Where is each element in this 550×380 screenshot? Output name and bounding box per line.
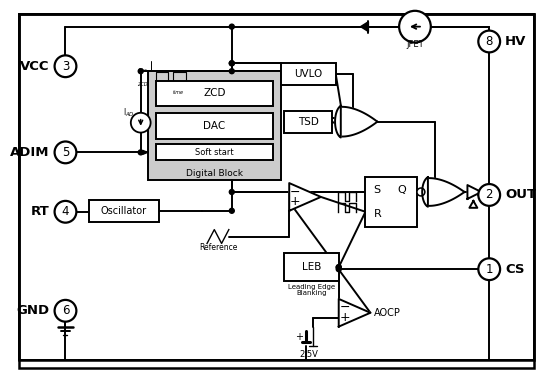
Polygon shape bbox=[339, 299, 370, 327]
Bar bbox=[156, 81, 273, 106]
Circle shape bbox=[417, 188, 425, 196]
Text: +: + bbox=[339, 311, 350, 324]
Text: 6: 6 bbox=[62, 304, 69, 317]
Text: −: − bbox=[290, 185, 300, 198]
Bar bbox=[147, 71, 281, 180]
Text: Blanking: Blanking bbox=[296, 290, 327, 296]
Text: TSD: TSD bbox=[298, 117, 318, 127]
Text: DAC: DAC bbox=[204, 120, 226, 131]
Bar bbox=[365, 177, 417, 226]
Text: OUT: OUT bbox=[505, 188, 536, 201]
Text: Digital Block: Digital Block bbox=[186, 169, 243, 178]
Text: Vcc: Vcc bbox=[139, 68, 147, 73]
Bar bbox=[89, 200, 158, 222]
Text: AOCP: AOCP bbox=[375, 308, 402, 318]
Circle shape bbox=[54, 201, 76, 223]
Text: GND: GND bbox=[16, 304, 50, 317]
Circle shape bbox=[138, 69, 143, 74]
Text: Reference: Reference bbox=[199, 243, 237, 252]
Text: Soft start: Soft start bbox=[195, 148, 234, 157]
Circle shape bbox=[399, 11, 431, 43]
Text: I$_{AD}$: I$_{AD}$ bbox=[123, 106, 135, 119]
Bar bbox=[156, 144, 273, 160]
Circle shape bbox=[54, 300, 76, 322]
Circle shape bbox=[478, 31, 500, 52]
Circle shape bbox=[54, 141, 76, 163]
Text: 8: 8 bbox=[486, 35, 493, 48]
Text: HV: HV bbox=[505, 35, 526, 48]
Text: +: + bbox=[290, 195, 300, 208]
Text: ZCD: ZCD bbox=[204, 89, 226, 98]
Text: RT: RT bbox=[31, 205, 50, 218]
Polygon shape bbox=[360, 22, 368, 32]
Text: 1: 1 bbox=[486, 263, 493, 276]
Circle shape bbox=[229, 61, 234, 66]
Text: 4: 4 bbox=[62, 205, 69, 218]
Text: ZCD: ZCD bbox=[137, 82, 147, 87]
Circle shape bbox=[138, 150, 143, 155]
Circle shape bbox=[336, 267, 341, 272]
Polygon shape bbox=[335, 106, 377, 138]
Circle shape bbox=[478, 258, 500, 280]
Text: UVLO: UVLO bbox=[294, 69, 323, 79]
Circle shape bbox=[229, 24, 234, 29]
Text: 2: 2 bbox=[486, 188, 493, 201]
Text: R: R bbox=[373, 209, 381, 219]
Bar bbox=[284, 111, 332, 133]
Text: ADIM: ADIM bbox=[10, 146, 49, 159]
Text: −: − bbox=[339, 301, 350, 314]
Text: +: + bbox=[295, 331, 303, 342]
Bar bbox=[281, 63, 336, 85]
Polygon shape bbox=[142, 150, 147, 154]
Bar bbox=[156, 113, 273, 139]
Circle shape bbox=[131, 113, 151, 133]
Polygon shape bbox=[289, 183, 321, 211]
Polygon shape bbox=[422, 177, 464, 207]
Text: LEB: LEB bbox=[302, 262, 321, 272]
Text: VCC: VCC bbox=[20, 60, 50, 73]
Circle shape bbox=[478, 184, 500, 206]
Text: S: S bbox=[373, 185, 381, 195]
Polygon shape bbox=[469, 201, 477, 208]
Text: 3: 3 bbox=[62, 60, 69, 73]
Circle shape bbox=[336, 265, 341, 270]
Circle shape bbox=[229, 208, 234, 213]
Text: JFET: JFET bbox=[406, 40, 424, 49]
Text: Q: Q bbox=[398, 185, 406, 195]
Circle shape bbox=[229, 69, 234, 74]
Circle shape bbox=[229, 61, 234, 66]
Circle shape bbox=[229, 190, 234, 195]
Bar bbox=[284, 253, 339, 281]
Text: Leading Edge: Leading Edge bbox=[288, 284, 335, 290]
Polygon shape bbox=[468, 185, 481, 199]
Circle shape bbox=[54, 55, 76, 77]
Text: 5: 5 bbox=[62, 146, 69, 159]
Text: Oscillator: Oscillator bbox=[101, 206, 147, 216]
Circle shape bbox=[336, 265, 341, 270]
Text: CS: CS bbox=[505, 263, 525, 276]
Text: 2.5V: 2.5V bbox=[300, 350, 318, 359]
Text: time: time bbox=[172, 90, 183, 95]
